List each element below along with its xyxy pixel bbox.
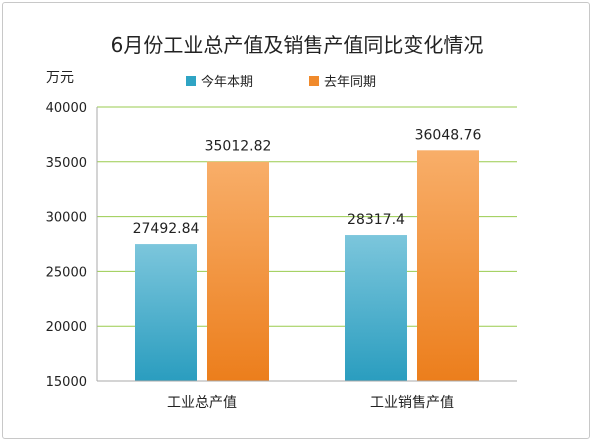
bar-last-year [207, 161, 269, 381]
y-tick-label: 40000 [46, 101, 87, 116]
x-tick-label: 工业销售产值 [370, 395, 454, 411]
data-label: 28317.4 [347, 212, 405, 228]
bars [135, 150, 479, 381]
chart-title: 6月份工业总产值及销售产值同比变化情况 [111, 33, 484, 57]
legend-label-last-year: 去年同期 [324, 75, 376, 90]
y-tick-label: 15000 [46, 375, 87, 390]
y-tick-label: 20000 [46, 320, 87, 335]
y-tick-label: 35000 [46, 156, 87, 171]
data-label: 35012.82 [205, 139, 272, 155]
bar-this-year [345, 235, 407, 381]
data-label: 36048.76 [415, 127, 482, 143]
bar-this-year [135, 244, 197, 381]
x-tick-label: 工业总产值 [167, 395, 237, 411]
legend-swatch-this-year [186, 76, 196, 86]
chart-frame [2, 2, 590, 439]
x-axis-tick-labels: 工业总产值 工业销售产值 [167, 395, 454, 411]
legend-label-this-year: 今年本期 [201, 74, 253, 90]
legend: 今年本期 去年同期 [186, 74, 376, 90]
y-axis-tick-labels: 15000 20000 25000 30000 35000 40000 [46, 101, 87, 390]
y-tick-label: 25000 [46, 265, 87, 280]
data-label: 27492.84 [133, 221, 200, 237]
y-axis-unit-label: 万元 [46, 70, 74, 86]
legend-swatch-last-year [309, 76, 319, 86]
y-tick-label: 30000 [46, 211, 87, 226]
bar-last-year [417, 150, 479, 381]
data-labels: 27492.84 35012.82 28317.4 36048.76 [133, 127, 482, 237]
